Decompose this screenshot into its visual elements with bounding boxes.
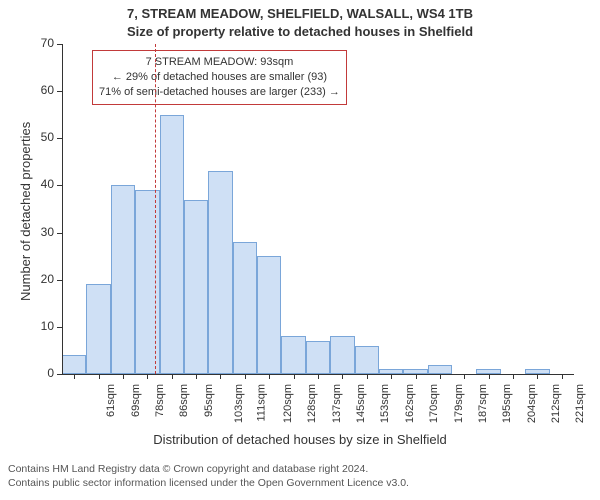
- histogram-bar: [306, 341, 330, 374]
- x-tick: [294, 374, 295, 379]
- y-tick-label: 10: [26, 319, 54, 333]
- x-tick: [537, 374, 538, 379]
- y-tick: [57, 185, 62, 186]
- x-tick: [342, 374, 343, 379]
- x-tick: [245, 374, 246, 379]
- y-tick-label: 30: [26, 225, 54, 239]
- x-tick-label: 170sqm: [428, 384, 440, 423]
- x-tick: [391, 374, 392, 379]
- x-tick-label: 145sqm: [355, 384, 367, 423]
- x-tick: [416, 374, 417, 379]
- y-tick-label: 50: [26, 130, 54, 144]
- histogram-bar: [428, 365, 452, 374]
- page-title: 7, STREAM MEADOW, SHELFIELD, WALSALL, WS…: [0, 6, 600, 21]
- y-tick: [57, 233, 62, 234]
- y-tick-label: 70: [26, 36, 54, 50]
- x-tick-label: 137sqm: [331, 384, 343, 423]
- histogram-bar: [62, 355, 86, 374]
- x-tick: [220, 374, 221, 379]
- x-tick: [489, 374, 490, 379]
- y-tick: [57, 374, 62, 375]
- x-tick-label: 212sqm: [550, 384, 562, 423]
- reference-line: [155, 44, 156, 374]
- x-tick-label: 95sqm: [203, 384, 215, 417]
- y-tick: [57, 138, 62, 139]
- x-tick: [74, 374, 75, 379]
- x-tick: [464, 374, 465, 379]
- x-tick-label: 86sqm: [178, 384, 190, 417]
- x-tick-label: 78sqm: [154, 384, 166, 417]
- histogram-bar: [160, 115, 184, 374]
- x-tick: [269, 374, 270, 379]
- y-tick-label: 40: [26, 177, 54, 191]
- annotation-line-2: ← 29% of detached houses are smaller (93…: [99, 70, 340, 85]
- y-tick: [57, 91, 62, 92]
- chart-subtitle: Size of property relative to detached ho…: [0, 24, 600, 39]
- y-axis: [62, 44, 63, 374]
- x-tick: [562, 374, 563, 379]
- x-tick-label: 120sqm: [282, 384, 294, 423]
- x-tick-label: 128sqm: [306, 384, 318, 423]
- x-tick: [367, 374, 368, 379]
- histogram-bar: [86, 284, 110, 374]
- x-tick: [172, 374, 173, 379]
- histogram-bar: [184, 200, 208, 374]
- footer-line-1: Contains HM Land Registry data © Crown c…: [8, 462, 409, 476]
- footer-line-3: Contains public sector information licen…: [8, 476, 409, 490]
- y-tick: [57, 280, 62, 281]
- x-tick: [123, 374, 124, 379]
- histogram-bar: [233, 242, 257, 374]
- x-tick: [147, 374, 148, 379]
- histogram-bar: [281, 336, 305, 374]
- x-axis-title: Distribution of detached houses by size …: [0, 432, 600, 447]
- footer-attribution: Contains HM Land Registry data © Crown c…: [8, 462, 409, 490]
- x-tick-label: 111sqm: [256, 384, 268, 422]
- x-tick-label: 195sqm: [501, 384, 513, 423]
- y-tick-label: 20: [26, 272, 54, 286]
- x-tick-label: 61sqm: [105, 384, 117, 417]
- x-tick: [513, 374, 514, 379]
- x-tick-label: 162sqm: [404, 384, 416, 423]
- x-tick: [99, 374, 100, 379]
- x-tick: [318, 374, 319, 379]
- y-tick: [57, 44, 62, 45]
- histogram-bar: [111, 185, 135, 374]
- y-tick-label: 0: [26, 366, 54, 380]
- y-tick: [57, 327, 62, 328]
- x-tick-label: 153sqm: [380, 384, 392, 423]
- x-tick-label: 187sqm: [477, 384, 489, 423]
- histogram-bar: [355, 346, 379, 374]
- histogram-bar: [330, 336, 354, 374]
- histogram-bar: [208, 171, 232, 374]
- annotation-box: 7 STREAM MEADOW: 93sqm ← 29% of detached…: [92, 50, 347, 105]
- x-tick: [196, 374, 197, 379]
- histogram-bar: [257, 256, 281, 374]
- x-tick-label: 69sqm: [130, 384, 142, 417]
- x-tick-label: 103sqm: [233, 384, 245, 423]
- annotation-line-1: 7 STREAM MEADOW: 93sqm: [99, 55, 340, 70]
- x-tick-label: 221sqm: [575, 384, 587, 423]
- x-tick-label: 204sqm: [526, 384, 538, 423]
- x-tick-label: 179sqm: [453, 384, 465, 423]
- x-tick: [440, 374, 441, 379]
- y-tick-label: 60: [26, 83, 54, 97]
- annotation-line-3: 71% of semi-detached houses are larger (…: [99, 85, 340, 100]
